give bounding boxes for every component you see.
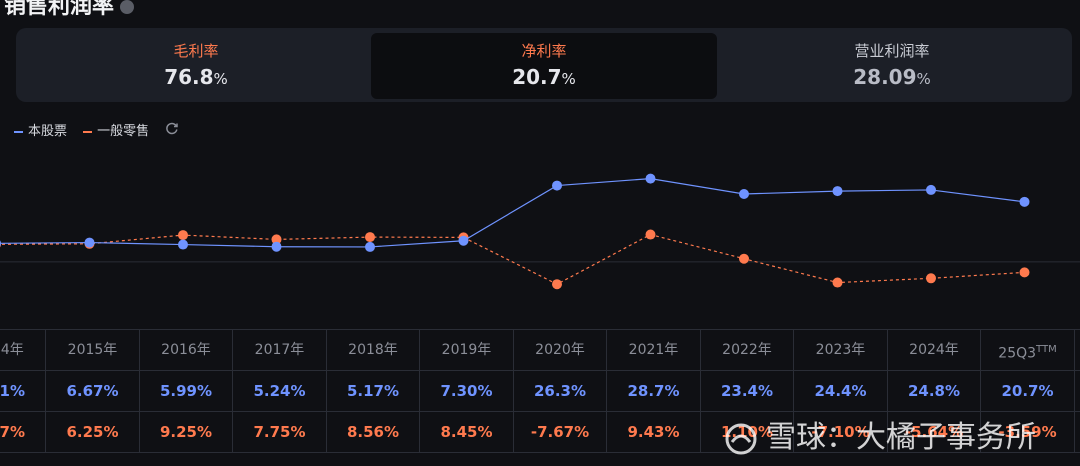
industry-value-cell: -3.59%	[982, 412, 1075, 452]
industry-value-cell: 9.43%	[608, 412, 701, 452]
metric-tab-gross-margin[interactable]: 毛利率 76.8%	[23, 33, 369, 99]
line-chart	[0, 173, 1080, 290]
metric-value: 76.8%	[164, 65, 228, 89]
data-point-stock[interactable]	[458, 235, 469, 246]
stock-value-cell: 5.99%	[140, 371, 233, 411]
legend-swatch-industry	[83, 130, 93, 133]
year-cell: 2020年	[514, 330, 607, 370]
industry-value-cell: -7.10%	[795, 412, 888, 452]
stock-value-cell: 7.30%	[421, 371, 514, 411]
metric-tab-net-margin[interactable]: 净利率 20.7%	[371, 33, 717, 99]
data-point-industry[interactable]	[1019, 267, 1030, 278]
year-cell: 2016年	[140, 330, 233, 370]
metric-tab-operating-margin[interactable]: 营业利润率 28.09%	[719, 33, 1065, 99]
page-title: 销售利润率	[4, 0, 135, 20]
stock-value-cell: 28.7%	[608, 371, 701, 411]
year-cell: 2014年	[0, 330, 46, 370]
industry-value-cell: 9.25%	[140, 412, 233, 452]
data-point-stock[interactable]	[739, 189, 749, 199]
data-point-industry[interactable]	[178, 230, 188, 241]
year-cell: 25Q3TTM	[982, 330, 1075, 370]
legend-label: 本股票	[28, 124, 68, 139]
metric-label: 毛利率	[173, 42, 219, 60]
table-row-years: 2014年2015年2016年2017年2018年2019年2020年2021年…	[0, 330, 1080, 371]
series-line-industry	[0, 233, 1025, 285]
stock-value-cell: 24.4%	[795, 371, 888, 411]
metric-selector: 毛利率 76.8% 净利率 20.7% 营业利润率 28.09%	[16, 28, 1072, 102]
data-point-stock[interactable]	[645, 173, 656, 184]
data-point-industry[interactable]	[926, 273, 936, 284]
industry-value-cell: 7.75%	[234, 412, 327, 452]
refresh-icon[interactable]	[165, 121, 179, 139]
data-point-industry[interactable]	[645, 229, 656, 240]
data-point-stock[interactable]	[84, 237, 95, 248]
data-point-industry[interactable]	[271, 234, 282, 245]
stock-value-cell: 6.41%	[0, 371, 46, 411]
industry-value-cell: 6.25%	[47, 412, 140, 452]
stock-value-cell: 6.67%	[47, 371, 140, 411]
legend-item-industry[interactable]: 一般零售	[83, 120, 149, 139]
stock-value-cell: 20.7%	[982, 371, 1075, 411]
info-icon[interactable]	[120, 0, 135, 14]
data-point-stock[interactable]	[832, 186, 843, 197]
data-point-stock[interactable]	[926, 184, 936, 195]
stock-value-cell: 24.8%	[888, 371, 981, 411]
data-point-stock[interactable]	[552, 180, 562, 191]
data-point-stock[interactable]	[0, 238, 1, 248]
industry-value-cell: 6.07%	[0, 412, 46, 452]
industry-value-cell: -5.64%	[888, 412, 981, 452]
data-point-industry[interactable]	[552, 279, 562, 290]
year-cell: 2017年	[234, 330, 327, 370]
metric-value: 20.7%	[512, 65, 576, 89]
table-row-stock: 6.41%6.67%5.99%5.24%5.17%7.30%26.3%28.7%…	[0, 371, 1080, 412]
data-point-industry[interactable]	[365, 232, 375, 243]
data-point-industry[interactable]	[832, 277, 843, 288]
stock-value-cell: 23.4%	[701, 371, 794, 411]
metric-label: 净利率	[521, 42, 567, 60]
industry-value-cell: 8.45%	[421, 412, 514, 452]
year-cell: 2019年	[421, 330, 514, 370]
year-cell: 2018年	[327, 330, 420, 370]
stock-value-cell: 26.3%	[514, 371, 607, 411]
legend-swatch-stock	[14, 130, 23, 133]
year-cell: 2022年	[701, 330, 794, 370]
series-line-stock	[0, 178, 1025, 248]
year-cell: 2024年	[888, 330, 981, 370]
year-cell: 2021年	[608, 330, 701, 370]
data-point-stock[interactable]	[1019, 196, 1030, 207]
data-point-stock[interactable]	[365, 241, 375, 252]
table-row-industry: 6.07%6.25%9.25%7.75%8.56%8.45%-7.67%9.43…	[0, 412, 1080, 452]
metric-value: 28.09%	[853, 65, 931, 89]
chart-legend: 本股票 一般零售	[14, 120, 179, 139]
data-point-stock[interactable]	[178, 239, 188, 250]
industry-value-cell: 8.56%	[327, 412, 420, 452]
year-cell: 2015年	[47, 330, 140, 370]
legend-item-stock[interactable]: 本股票	[14, 120, 67, 139]
stock-value-cell: 5.24%	[234, 371, 327, 411]
stock-value-cell: 5.17%	[327, 371, 420, 411]
industry-value-cell: 1.10%	[701, 412, 794, 452]
industry-value-cell: -7.67%	[514, 412, 607, 452]
year-cell: 2023年	[795, 330, 888, 370]
legend-label: 一般零售	[97, 124, 150, 139]
data-table: 2014年2015年2016年2017年2018年2019年2020年2021年…	[0, 329, 1080, 453]
metric-label: 营业利润率	[854, 42, 930, 60]
data-point-stock[interactable]	[271, 241, 282, 252]
data-point-industry[interactable]	[739, 253, 749, 264]
